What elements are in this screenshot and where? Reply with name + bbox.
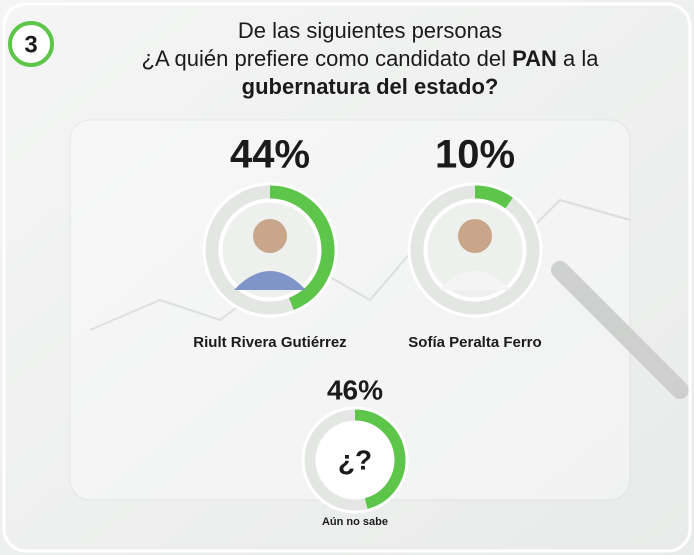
photo-head [458,219,492,253]
badge-number: 3 [24,31,37,58]
title-part: ¿A quién prefiere como candidato del [142,46,513,71]
photo-head [253,219,287,253]
page: 3 De las siguientes personas ¿A quién pr… [0,0,694,555]
unknown-symbol: ¿? [338,444,372,475]
category-label: Riult Rivera Gutiérrez [193,334,346,351]
infographic: 3 De las siguientes personas ¿A quién pr… [0,0,694,555]
value-label: 10% [435,133,515,177]
title-part: PAN [512,46,557,71]
value-label: 44% [230,133,310,177]
category-label: Sofía Peralta Ferro [408,334,541,351]
category-label: Aún no sabe [322,516,388,528]
title-line: ¿A quién prefiere como candidato del PAN… [142,46,600,71]
title-part: a la [557,46,599,71]
title-line: De las siguientes personas [238,18,502,43]
value-label: 46% [327,374,383,405]
title-line: gubernatura del estado? [242,74,499,99]
